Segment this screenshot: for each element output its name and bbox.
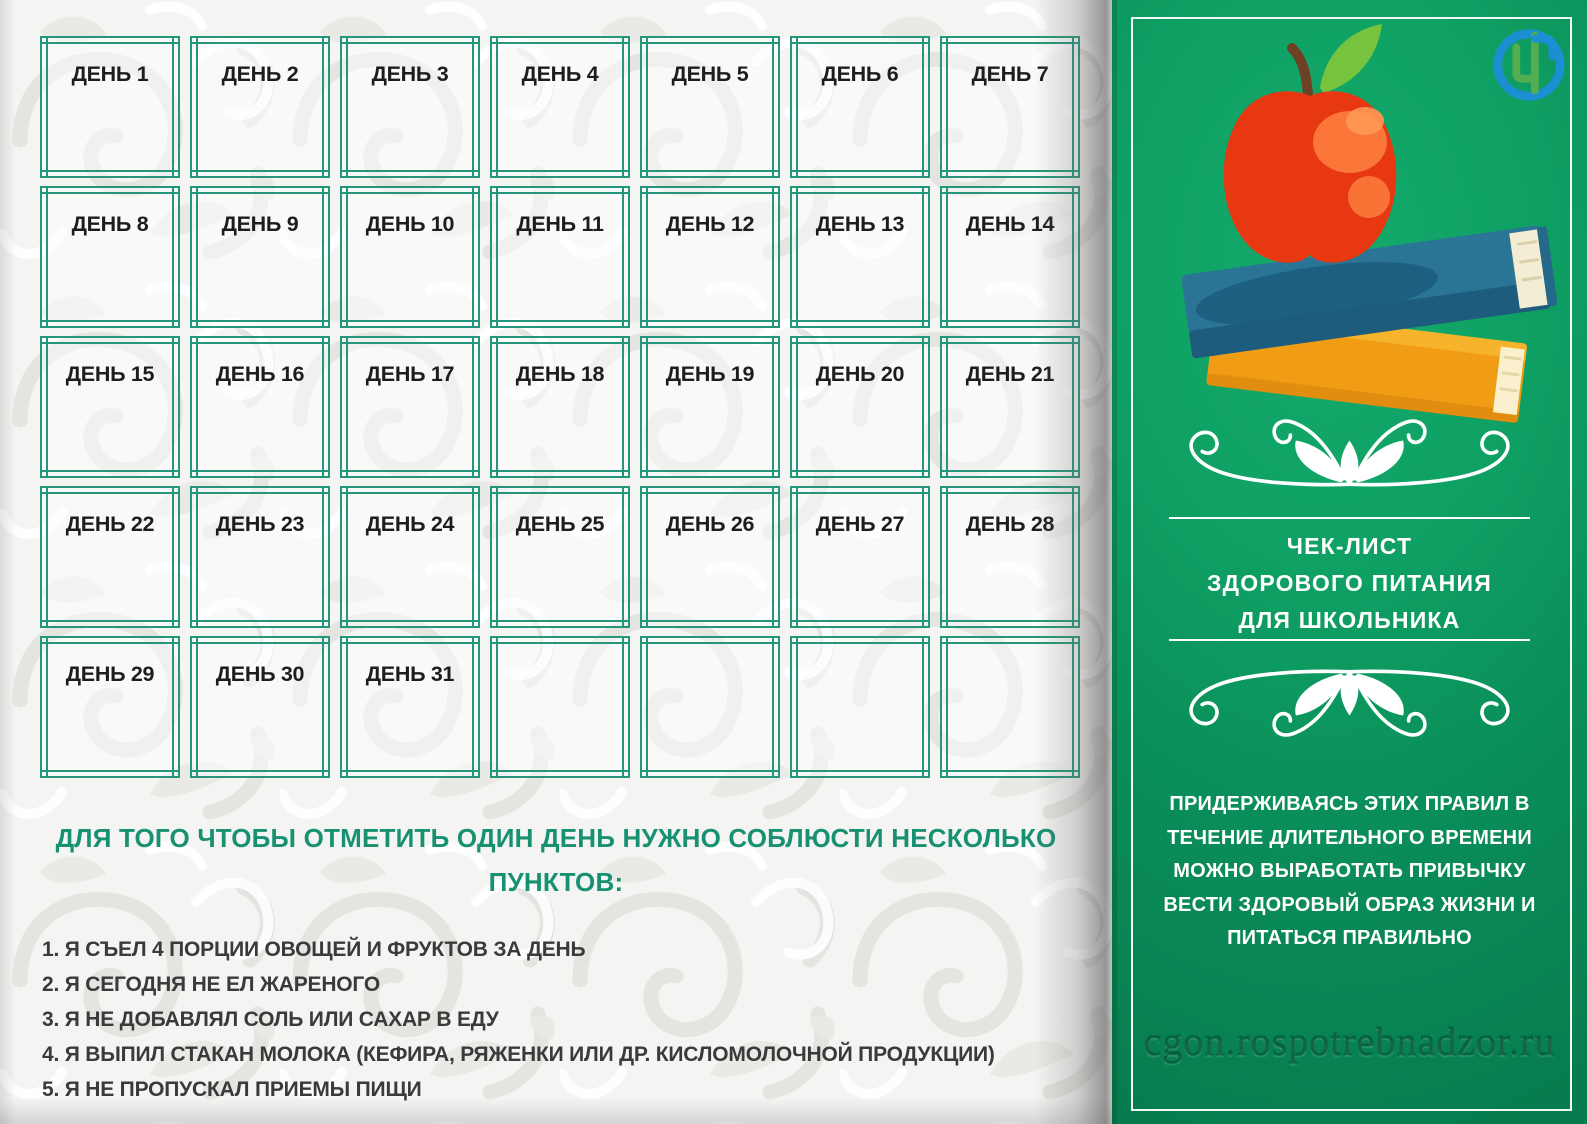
day-label: ДЕНЬ 12: [665, 212, 755, 236]
flourish-ornament-icon: [1189, 419, 1510, 487]
panel-title-line: ЧЕК-ЛИСТ: [1286, 533, 1413, 559]
day-cell[interactable]: ДЕНЬ 8: [40, 186, 180, 328]
rules-list: 1. Я СЪЕЛ 4 ПОРЦИИ ОВОЩЕЙ И ФРУКТОВ ЗА Д…: [42, 932, 1072, 1107]
day-label: ДЕНЬ 3: [371, 62, 449, 86]
day-cell[interactable]: ДЕНЬ 19: [640, 336, 780, 478]
day-label: ДЕНЬ 17: [365, 362, 455, 386]
divider-line: [1169, 517, 1530, 519]
day-cell[interactable]: ДЕНЬ 9: [190, 186, 330, 328]
day-label: ДЕНЬ 22: [65, 512, 155, 536]
day-label: ДЕНЬ 19: [665, 362, 755, 386]
checklist-page: ДЕНЬ 1 ДЕНЬ 2 ДЕНЬ 3 ДЕНЬ 4 ДЕНЬ 5 ДЕНЬ 6 ДЕНЬ…: [0, 0, 1112, 1124]
day-label: ДЕНЬ 13: [815, 212, 905, 236]
day-cell[interactable]: ДЕНЬ 13: [790, 186, 930, 328]
day-cell[interactable]: ДЕНЬ 16: [190, 336, 330, 478]
day-cell[interactable]: ДЕНЬ 5: [640, 36, 780, 178]
panel-paragraph: ПРИДЕРЖИВАЯСЬ ЭТИХ ПРАВИЛ В ТЕЧЕНИЕ ДЛИТ…: [1163, 793, 1536, 949]
day-label: ДЕНЬ 6: [821, 62, 899, 86]
rule-item: 4. Я ВЫПИЛ СТАКАН МОЛОКА (КЕФИРА, РЯЖЕНК…: [42, 1043, 995, 1066]
instructions-heading: ДЛЯ ТОГО ЧТОБЫ ОТМЕТИТЬ ОДИН ДЕНЬ НУЖНО …: [55, 823, 1057, 897]
day-label: ДЕНЬ 2: [221, 62, 299, 86]
day-label: ДЕНЬ 8: [71, 212, 149, 236]
panel-title-line: ДЛЯ ШКОЛЬНИКА: [1238, 607, 1461, 633]
day-cell[interactable]: ДЕНЬ 1: [40, 36, 180, 178]
day-cell[interactable]: ДЕНЬ 23: [190, 486, 330, 628]
day-cell[interactable]: ДЕНЬ 31: [340, 636, 480, 778]
day-cell[interactable]: ДЕНЬ 11: [490, 186, 630, 328]
page-bottom-shadow: [0, 1098, 1112, 1124]
day-cell[interactable]: ДЕНЬ 18: [490, 336, 630, 478]
day-label: ДЕНЬ 15: [65, 362, 155, 386]
day-cell[interactable]: ДЕНЬ 17: [340, 336, 480, 478]
day-grid: ДЕНЬ 1 ДЕНЬ 2 ДЕНЬ 3 ДЕНЬ 4 ДЕНЬ 5 ДЕНЬ 6 ДЕНЬ…: [40, 36, 1080, 778]
day-label: ДЕНЬ 5: [671, 62, 749, 86]
day-label: ДЕНЬ 26: [665, 512, 755, 536]
day-label: ДЕНЬ 11: [516, 212, 604, 236]
apple-on-books-illustration: [1181, 24, 1558, 423]
day-label: ДЕНЬ 18: [515, 362, 605, 386]
day-cell[interactable]: ДЕНЬ 3: [340, 36, 480, 178]
day-cell[interactable]: ДЕНЬ 12: [640, 186, 780, 328]
day-label: ДЕНЬ 20: [815, 362, 905, 386]
page-fold-shadow: [1034, 0, 1112, 1124]
day-cell[interactable]: ДЕНЬ 24: [340, 486, 480, 628]
day-label: ДЕНЬ 9: [221, 212, 299, 236]
day-cell[interactable]: [490, 636, 630, 778]
cgon-logo-icon: [1493, 29, 1565, 101]
flourish-ornament-icon: [1189, 669, 1510, 737]
panel-title-line: ЗДОРОВОГО ПИТАНИЯ: [1207, 570, 1492, 596]
page-left-edge-shadow: [0, 0, 16, 1124]
day-cell[interactable]: ДЕНЬ 30: [190, 636, 330, 778]
day-cell[interactable]: ДЕНЬ 15: [40, 336, 180, 478]
day-label: ДЕНЬ 25: [515, 512, 605, 536]
day-label: ДЕНЬ 10: [365, 212, 455, 236]
day-cell[interactable]: ДЕНЬ 27: [790, 486, 930, 628]
day-label: ДЕНЬ 24: [365, 512, 455, 536]
rule-item: 2. Я СЕГОДНЯ НЕ ЕЛ ЖАРЕНОГО: [42, 973, 380, 996]
day-cell[interactable]: ДЕНЬ 22: [40, 486, 180, 628]
day-cell[interactable]: ДЕНЬ 25: [490, 486, 630, 628]
day-label: ДЕНЬ 30: [215, 662, 305, 686]
rule-item: 1. Я СЪЕЛ 4 ПОРЦИИ ОВОЩЕЙ И ФРУКТОВ ЗА Д…: [42, 938, 586, 961]
panel-edge: [1112, 0, 1117, 1124]
rule-item: 5. Я НЕ ПРОПУСКАЛ ПРИЕМЫ ПИЩИ: [42, 1078, 422, 1101]
side-panel: ЧЕК-ЛИСТ ЗДОРОВОГО ПИТАНИЯ ДЛЯ ШКОЛЬНИКА…: [1112, 0, 1587, 1124]
day-cell[interactable]: ДЕНЬ 26: [640, 486, 780, 628]
day-label: ДЕНЬ 31: [365, 662, 455, 686]
day-cell[interactable]: ДЕНЬ 4: [490, 36, 630, 178]
day-label: ДЕНЬ 16: [215, 362, 305, 386]
rule-item: 3. Я НЕ ДОБАВЛЯЛ СОЛЬ ИЛИ САХАР В ЕДУ: [42, 1008, 499, 1031]
day-cell[interactable]: [790, 636, 930, 778]
divider-line: [1169, 639, 1530, 641]
watermark-url: cgon.rospotrebnadzor.ru: [1143, 1019, 1556, 1064]
day-label: ДЕНЬ 1: [71, 62, 149, 86]
day-cell[interactable]: ДЕНЬ 29: [40, 636, 180, 778]
day-cell[interactable]: ДЕНЬ 2: [190, 36, 330, 178]
day-label: ДЕНЬ 27: [815, 512, 905, 536]
day-cell[interactable]: [640, 636, 780, 778]
day-label: ДЕНЬ 4: [521, 62, 599, 86]
day-cell[interactable]: ДЕНЬ 20: [790, 336, 930, 478]
day-cell[interactable]: ДЕНЬ 10: [340, 186, 480, 328]
panel-title: ЧЕК-ЛИСТ ЗДОРОВОГО ПИТАНИЯ ДЛЯ ШКОЛЬНИКА: [1132, 528, 1567, 639]
day-cell[interactable]: ДЕНЬ 6: [790, 36, 930, 178]
day-label: ДЕНЬ 29: [65, 662, 155, 686]
day-label: ДЕНЬ 23: [215, 512, 305, 536]
